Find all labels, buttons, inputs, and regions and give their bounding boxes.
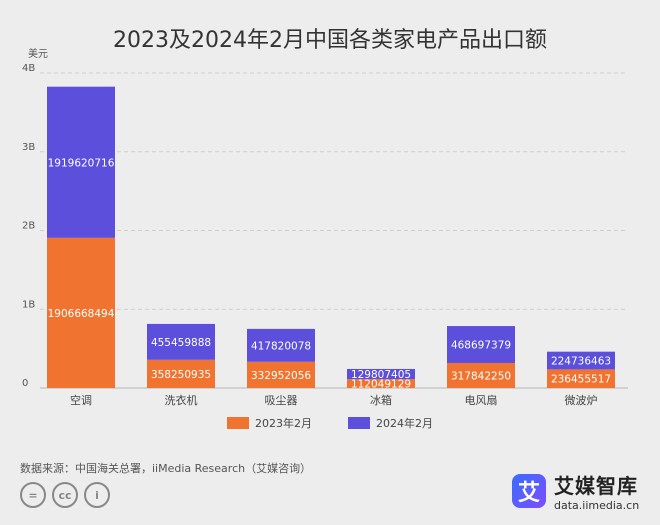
chart-legend: 2023年2月 2024年2月	[0, 415, 660, 431]
bar-segment-2024	[247, 328, 315, 362]
bar-chart: 美元 0 1B 2B 3B 4B 1906668494 1919620716 空调 3582509…	[22, 47, 628, 407]
brand-block: 艾 艾媒智库 data.iimedia.cn	[512, 470, 639, 512]
legend-swatch-2023	[227, 417, 249, 429]
bar-value-label: 224736463	[551, 356, 611, 368]
bar-value-label: 455459888	[151, 337, 211, 349]
cc-license-icons: = cc i	[20, 482, 110, 508]
brand-url: data.iimedia.cn	[554, 499, 640, 512]
legend-label-2024: 2024年2月	[376, 417, 433, 430]
y-axis-unit-label: 美元	[28, 47, 48, 60]
brand-name: 艾媒智库	[554, 474, 638, 498]
bar-value-label: 1906668494	[48, 308, 115, 320]
bar-segment-2023	[347, 379, 415, 388]
bar-segment-2024	[47, 86, 115, 238]
y-tick-label: 4B	[22, 63, 35, 74]
x-category-label: 空调	[70, 393, 92, 407]
bar-value-label: 236455517	[551, 374, 611, 386]
bar-segment-2024	[147, 323, 215, 360]
y-tick-label: 3B	[22, 142, 35, 153]
x-category-label: 冰箱	[370, 393, 392, 407]
bar-segment-2023	[147, 359, 215, 388]
bar-segment-2024	[547, 351, 615, 370]
y-tick-label: 2B	[22, 221, 35, 232]
bar-segment-2024	[447, 326, 515, 363]
bar-segment-2023	[447, 362, 515, 388]
legend-swatch-2024	[348, 417, 370, 429]
bar-value-label: 358250935	[151, 369, 211, 381]
x-category-label: 洗衣机	[165, 393, 198, 407]
legend-item-2024: 2024年2月	[348, 415, 433, 431]
bar-value-label: 112049129	[351, 379, 411, 391]
bar-segment-2023	[47, 237, 115, 388]
bar-segment-2023	[547, 369, 615, 388]
bar-value-label: 1919620716	[48, 157, 115, 169]
legend-item-2023: 2023年2月	[227, 415, 312, 431]
equal-icon: =	[20, 482, 46, 508]
x-category-label: 电风扇	[465, 393, 498, 407]
legend-label-2023: 2023年2月	[255, 417, 312, 430]
cc-icon: cc	[52, 482, 78, 508]
bar-value-label: 317842250	[451, 370, 511, 382]
data-source-note: 数据来源：中国海关总署，iiMedia Research（艾媒咨询）	[20, 462, 312, 475]
bar-value-label: 417820078	[251, 340, 311, 352]
y-tick-label: 1B	[22, 299, 35, 310]
person-icon: i	[84, 482, 110, 508]
brand-logo-icon: 艾	[512, 474, 546, 508]
bar-value-label: 468697379	[451, 340, 511, 352]
bar-segment-2023	[247, 361, 315, 388]
chart-title: 2023及2024年2月中国各类家电产品出口额	[113, 28, 547, 53]
y-tick-label: 0	[22, 378, 28, 389]
bar-segment-2024	[347, 368, 415, 380]
bar-value-label: 129807405	[351, 369, 411, 381]
x-category-label: 吸尘器	[265, 394, 298, 407]
bar-value-label: 332952056	[251, 370, 311, 382]
x-category-label: 微波炉	[565, 393, 598, 407]
